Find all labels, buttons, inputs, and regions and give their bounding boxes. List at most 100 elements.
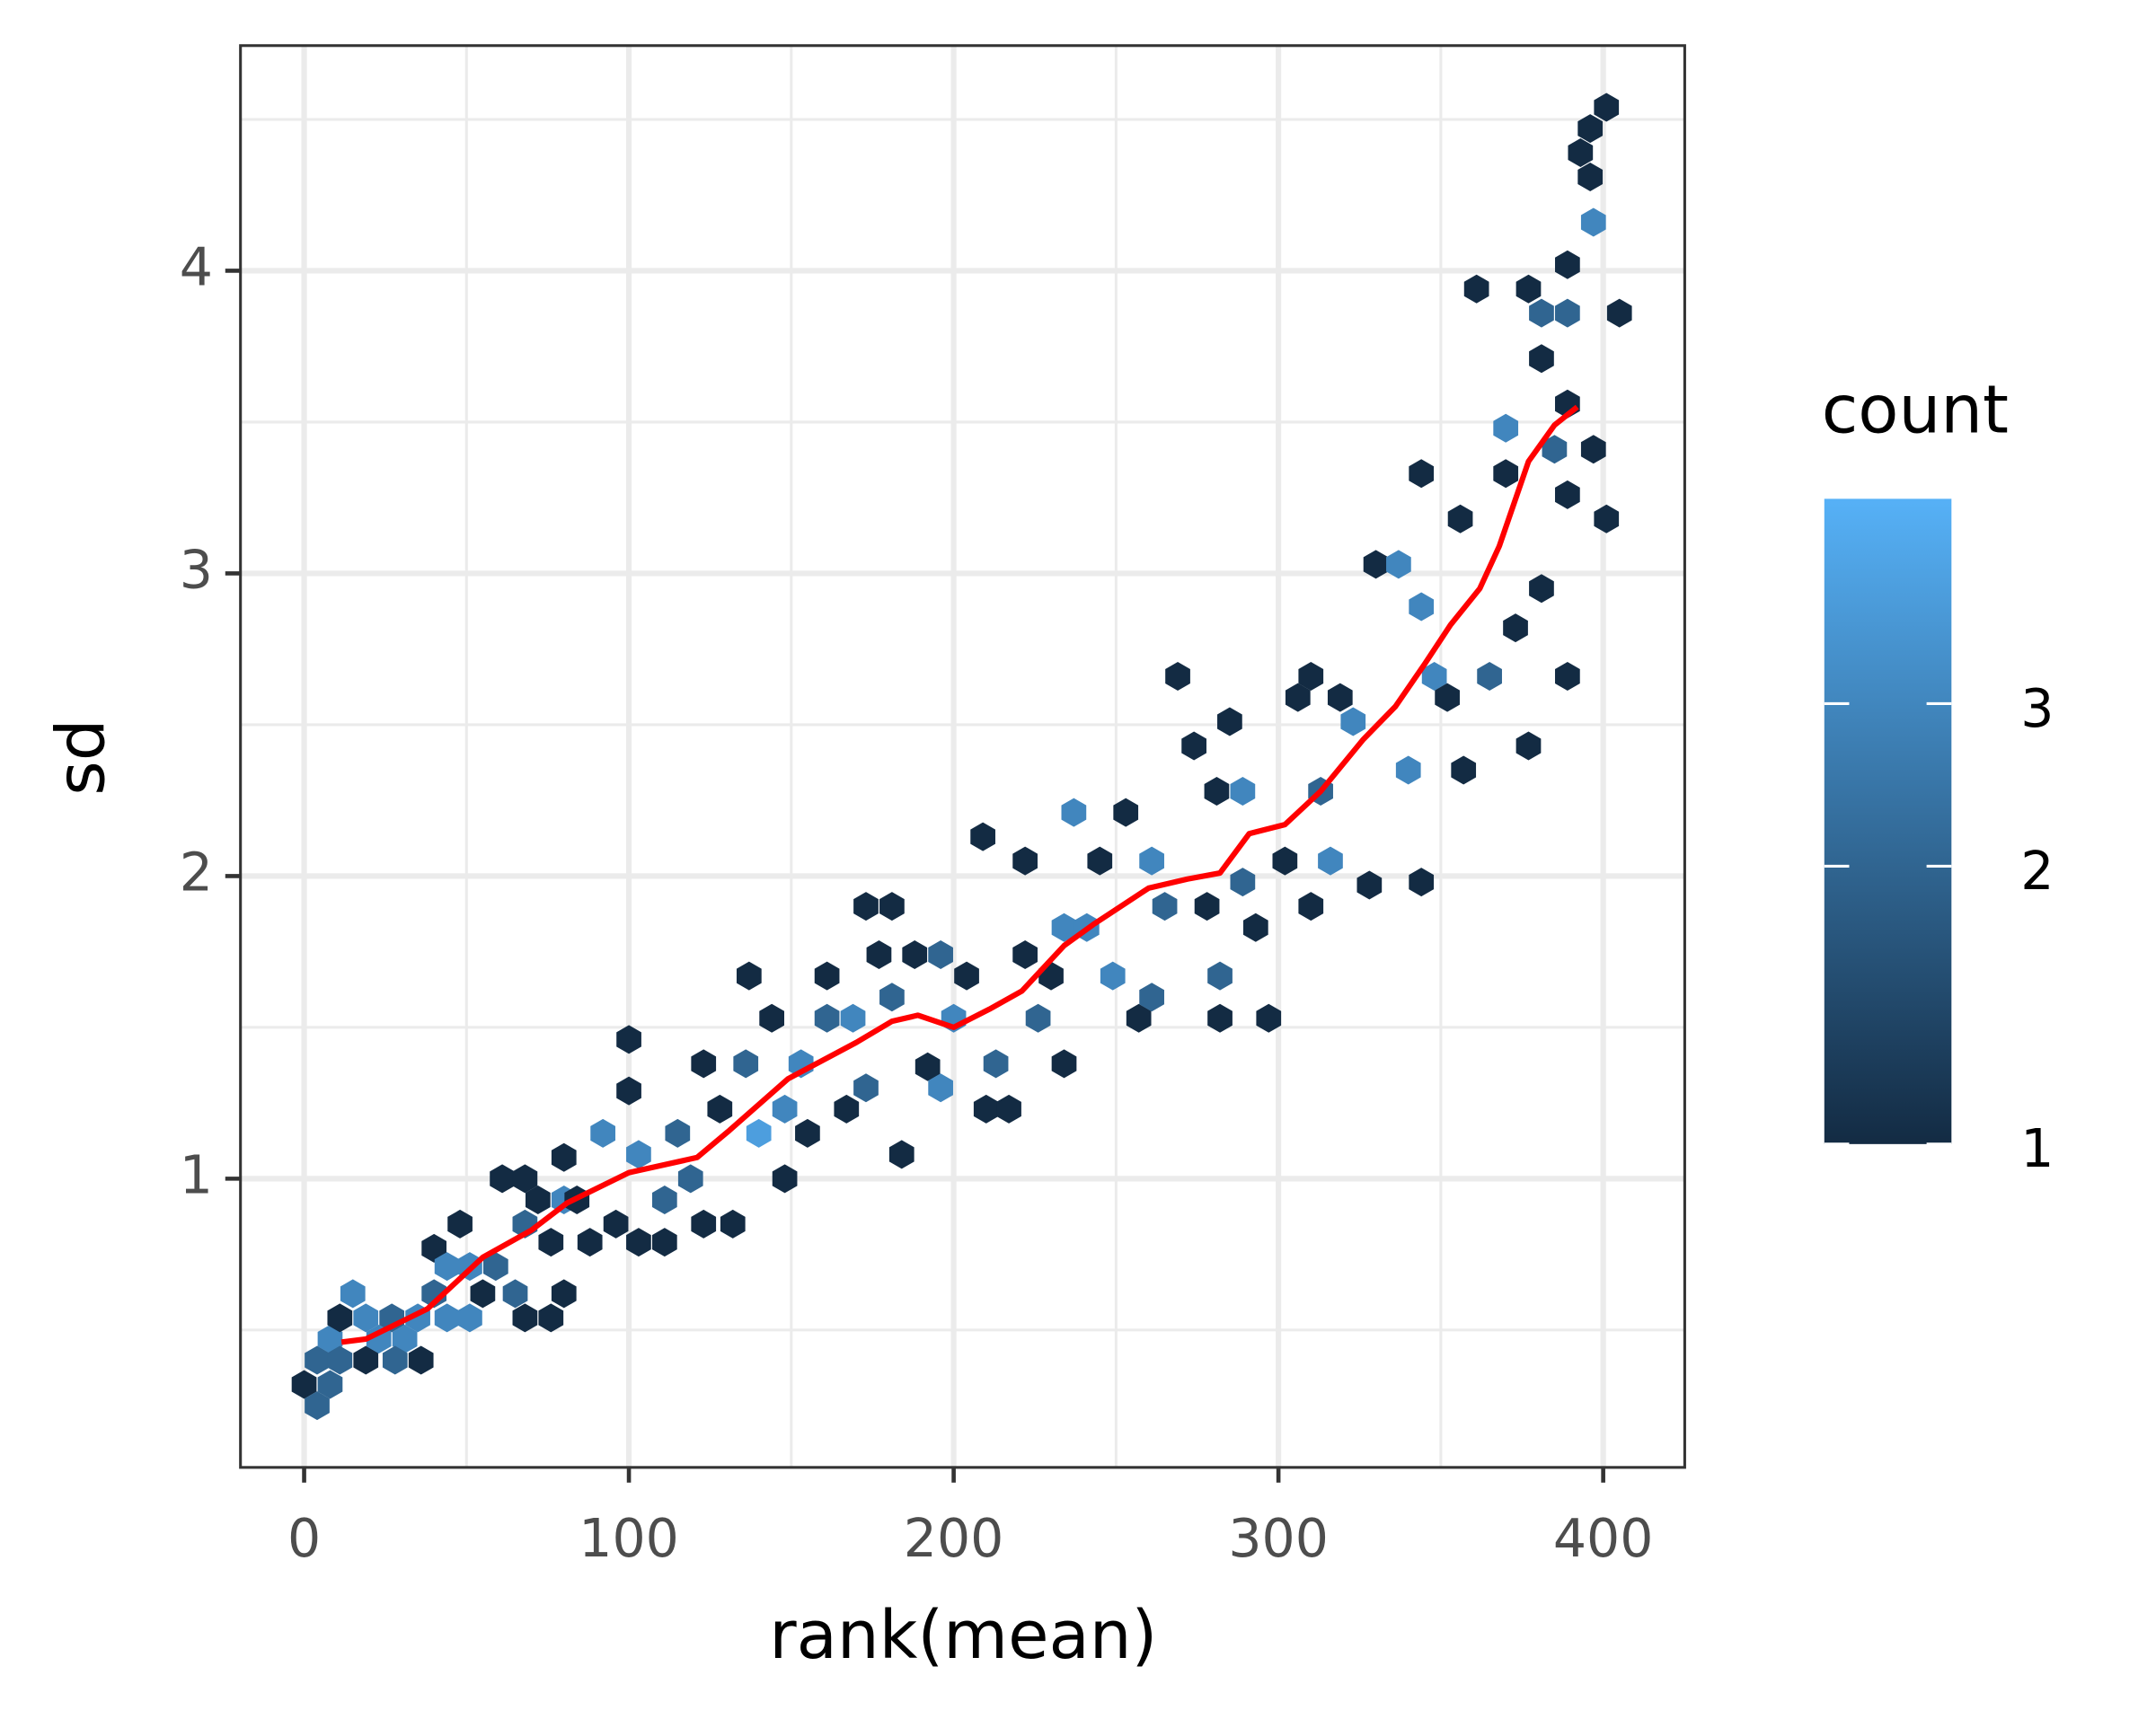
hex bbox=[483, 1252, 508, 1282]
hex bbox=[1204, 777, 1230, 807]
hex bbox=[340, 1279, 366, 1309]
hex bbox=[1230, 868, 1256, 897]
hex bbox=[1577, 163, 1604, 192]
hex bbox=[1409, 459, 1435, 489]
hex bbox=[616, 1025, 641, 1054]
hex bbox=[1363, 550, 1389, 579]
hex bbox=[434, 1303, 460, 1333]
hex bbox=[1087, 846, 1113, 876]
x-tick-label: 400 bbox=[1553, 1508, 1654, 1569]
hex bbox=[772, 1094, 798, 1124]
hex bbox=[677, 1164, 703, 1194]
y-tick-label: 3 bbox=[180, 540, 213, 601]
hex bbox=[795, 1118, 820, 1148]
hex bbox=[1421, 662, 1447, 692]
hex bbox=[1435, 683, 1460, 712]
hex bbox=[353, 1303, 379, 1333]
hex bbox=[1515, 731, 1542, 761]
hex bbox=[1139, 846, 1164, 876]
hex bbox=[707, 1094, 733, 1124]
hex bbox=[382, 1345, 408, 1375]
hex bbox=[1580, 435, 1606, 464]
hex bbox=[490, 1164, 515, 1194]
hex bbox=[447, 1209, 473, 1239]
hex bbox=[888, 1140, 915, 1169]
hex bbox=[392, 1324, 418, 1353]
hex bbox=[1493, 459, 1519, 489]
hex bbox=[1555, 480, 1580, 509]
hex bbox=[1356, 870, 1383, 900]
hex bbox=[512, 1303, 538, 1333]
hex bbox=[866, 940, 892, 970]
hex bbox=[1139, 983, 1164, 1012]
hex bbox=[970, 822, 995, 851]
hex bbox=[1051, 1049, 1077, 1079]
x-axis-title: rank(mean) bbox=[769, 1597, 1157, 1674]
hex bbox=[1577, 114, 1604, 144]
y-tick-label: 1 bbox=[180, 1144, 213, 1205]
x-tick-label: 100 bbox=[579, 1508, 679, 1569]
hex bbox=[590, 1118, 616, 1148]
hex bbox=[470, 1279, 496, 1309]
hex bbox=[603, 1209, 629, 1239]
hex bbox=[421, 1233, 447, 1263]
hex bbox=[840, 1003, 866, 1033]
hex bbox=[1194, 892, 1220, 921]
hex bbox=[626, 1140, 651, 1169]
hex bbox=[1555, 298, 1580, 328]
hex bbox=[879, 892, 905, 921]
hex bbox=[1256, 1003, 1282, 1033]
hex bbox=[651, 1228, 677, 1257]
hex bbox=[1165, 662, 1190, 692]
legend-title: count bbox=[1822, 372, 2009, 449]
hex bbox=[1493, 413, 1519, 443]
y-tick-label: 2 bbox=[180, 842, 213, 904]
hex bbox=[1555, 250, 1580, 279]
hex bbox=[983, 1049, 1009, 1079]
hex bbox=[954, 961, 979, 991]
hex bbox=[408, 1345, 434, 1375]
hex bbox=[434, 1252, 460, 1282]
hex bbox=[720, 1209, 746, 1239]
hex bbox=[1447, 504, 1473, 533]
hex bbox=[1580, 207, 1606, 237]
hex bbox=[1061, 798, 1087, 827]
hex bbox=[1594, 504, 1620, 533]
panel bbox=[240, 45, 1685, 1468]
hex bbox=[1503, 613, 1528, 643]
hex bbox=[1386, 550, 1411, 579]
hex bbox=[928, 1073, 953, 1103]
hex bbox=[665, 1118, 691, 1148]
grid bbox=[240, 45, 1685, 1468]
hex bbox=[1529, 298, 1554, 328]
hex bbox=[1242, 912, 1268, 942]
hex bbox=[1012, 846, 1038, 876]
hex bbox=[1207, 961, 1233, 991]
hex bbox=[915, 1052, 941, 1081]
hex bbox=[1463, 274, 1489, 304]
hex bbox=[1409, 868, 1435, 897]
hex bbox=[1272, 846, 1298, 876]
hex bbox=[1594, 93, 1620, 122]
axes: 0 100 200 300 400 1 2 3 4 bbox=[180, 237, 1654, 1569]
hex bbox=[772, 1164, 798, 1194]
hex bbox=[1207, 1003, 1233, 1033]
hex bbox=[651, 1185, 677, 1214]
hex bbox=[733, 1049, 759, 1079]
hex bbox=[1327, 683, 1353, 712]
hex bbox=[327, 1303, 353, 1333]
hex bbox=[353, 1345, 379, 1375]
hex bbox=[305, 1345, 330, 1375]
hex bbox=[1181, 731, 1206, 761]
hex bbox=[538, 1228, 564, 1257]
hex bbox=[1477, 662, 1502, 692]
hex bbox=[853, 892, 879, 921]
colorbar bbox=[1824, 498, 1952, 1144]
hex bbox=[1217, 707, 1242, 736]
hex bbox=[1100, 961, 1126, 991]
hex bbox=[691, 1209, 717, 1239]
hex bbox=[1285, 683, 1311, 712]
hex bbox=[1298, 892, 1324, 921]
hex bbox=[1542, 435, 1568, 464]
